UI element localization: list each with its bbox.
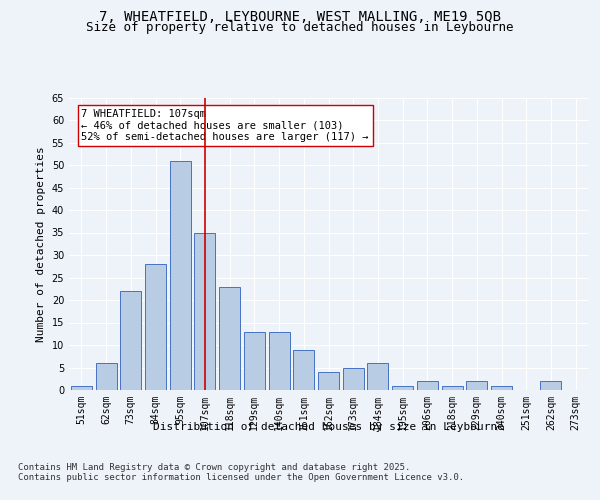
Bar [318, 372, 339, 390]
Bar [442, 386, 463, 390]
Bar [491, 386, 512, 390]
Bar [367, 363, 388, 390]
Bar [95, 363, 116, 390]
Bar [194, 232, 215, 390]
Bar [170, 160, 191, 390]
Bar [145, 264, 166, 390]
Y-axis label: Number of detached properties: Number of detached properties [36, 146, 46, 342]
Bar [293, 350, 314, 390]
Bar [417, 381, 438, 390]
Text: 7, WHEATFIELD, LEYBOURNE, WEST MALLING, ME19 5QB: 7, WHEATFIELD, LEYBOURNE, WEST MALLING, … [99, 10, 501, 24]
Bar [466, 381, 487, 390]
Bar [392, 386, 413, 390]
Bar [219, 286, 240, 390]
Bar [244, 332, 265, 390]
Text: Distribution of detached houses by size in Leybourne: Distribution of detached houses by size … [154, 422, 504, 432]
Text: Size of property relative to detached houses in Leybourne: Size of property relative to detached ho… [86, 22, 514, 35]
Bar [120, 291, 141, 390]
Bar [541, 381, 562, 390]
Text: 7 WHEATFIELD: 107sqm
← 46% of detached houses are smaller (103)
52% of semi-deta: 7 WHEATFIELD: 107sqm ← 46% of detached h… [82, 109, 369, 142]
Bar [71, 386, 92, 390]
Bar [343, 368, 364, 390]
Text: Contains HM Land Registry data © Crown copyright and database right 2025.
Contai: Contains HM Land Registry data © Crown c… [18, 462, 464, 482]
Bar [269, 332, 290, 390]
